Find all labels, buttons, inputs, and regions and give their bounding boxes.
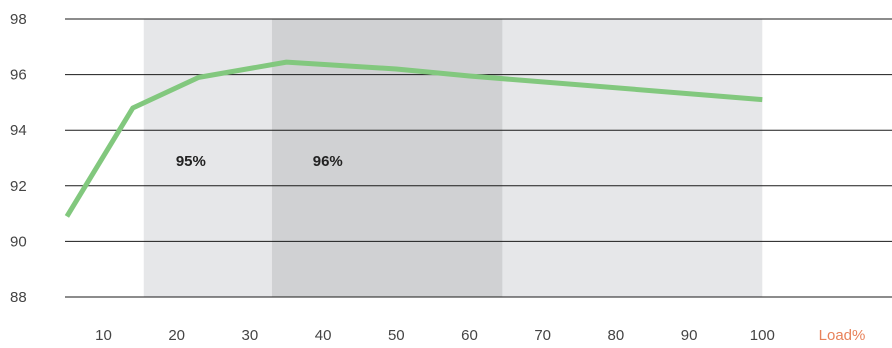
- y-tick-label: 90: [10, 233, 27, 250]
- x-tick-label: 40: [315, 327, 332, 343]
- shaded-band: [502, 19, 763, 297]
- x-tick-label: 90: [681, 327, 698, 343]
- x-tick-label: 20: [168, 327, 185, 343]
- x-tick-label: 80: [608, 327, 625, 343]
- series-line: [64, 59, 763, 218]
- x-tick-label: 10: [95, 327, 112, 343]
- y-tick-label: 96: [10, 67, 27, 84]
- band-label: 95%: [176, 153, 206, 170]
- y-tick-label: 88: [10, 289, 27, 306]
- y-tick-label: 92: [10, 178, 27, 195]
- x-tick-label: 70: [534, 327, 551, 343]
- x-tick-label: 60: [461, 327, 478, 343]
- y-tick-layer: 98 96 94 92 90 88: [10, 11, 27, 306]
- band-layer: [143, 19, 763, 297]
- x-tick-label: 100: [750, 327, 775, 343]
- shaded-band: [143, 19, 272, 297]
- series-layer: [64, 59, 763, 218]
- band-label-layer: 95% 96%: [176, 153, 343, 170]
- x-tick-label: 30: [242, 327, 259, 343]
- x-tick-label: 50: [388, 327, 405, 343]
- shaded-band: [271, 19, 503, 297]
- y-tick-label: 94: [10, 122, 27, 139]
- x-axis-label: Load%: [819, 327, 866, 343]
- y-tick-label: 98: [10, 11, 27, 28]
- x-tick-layer: 10 20 30 40 50 60 70 80 90 100: [95, 327, 775, 344]
- band-label: 96%: [313, 153, 343, 170]
